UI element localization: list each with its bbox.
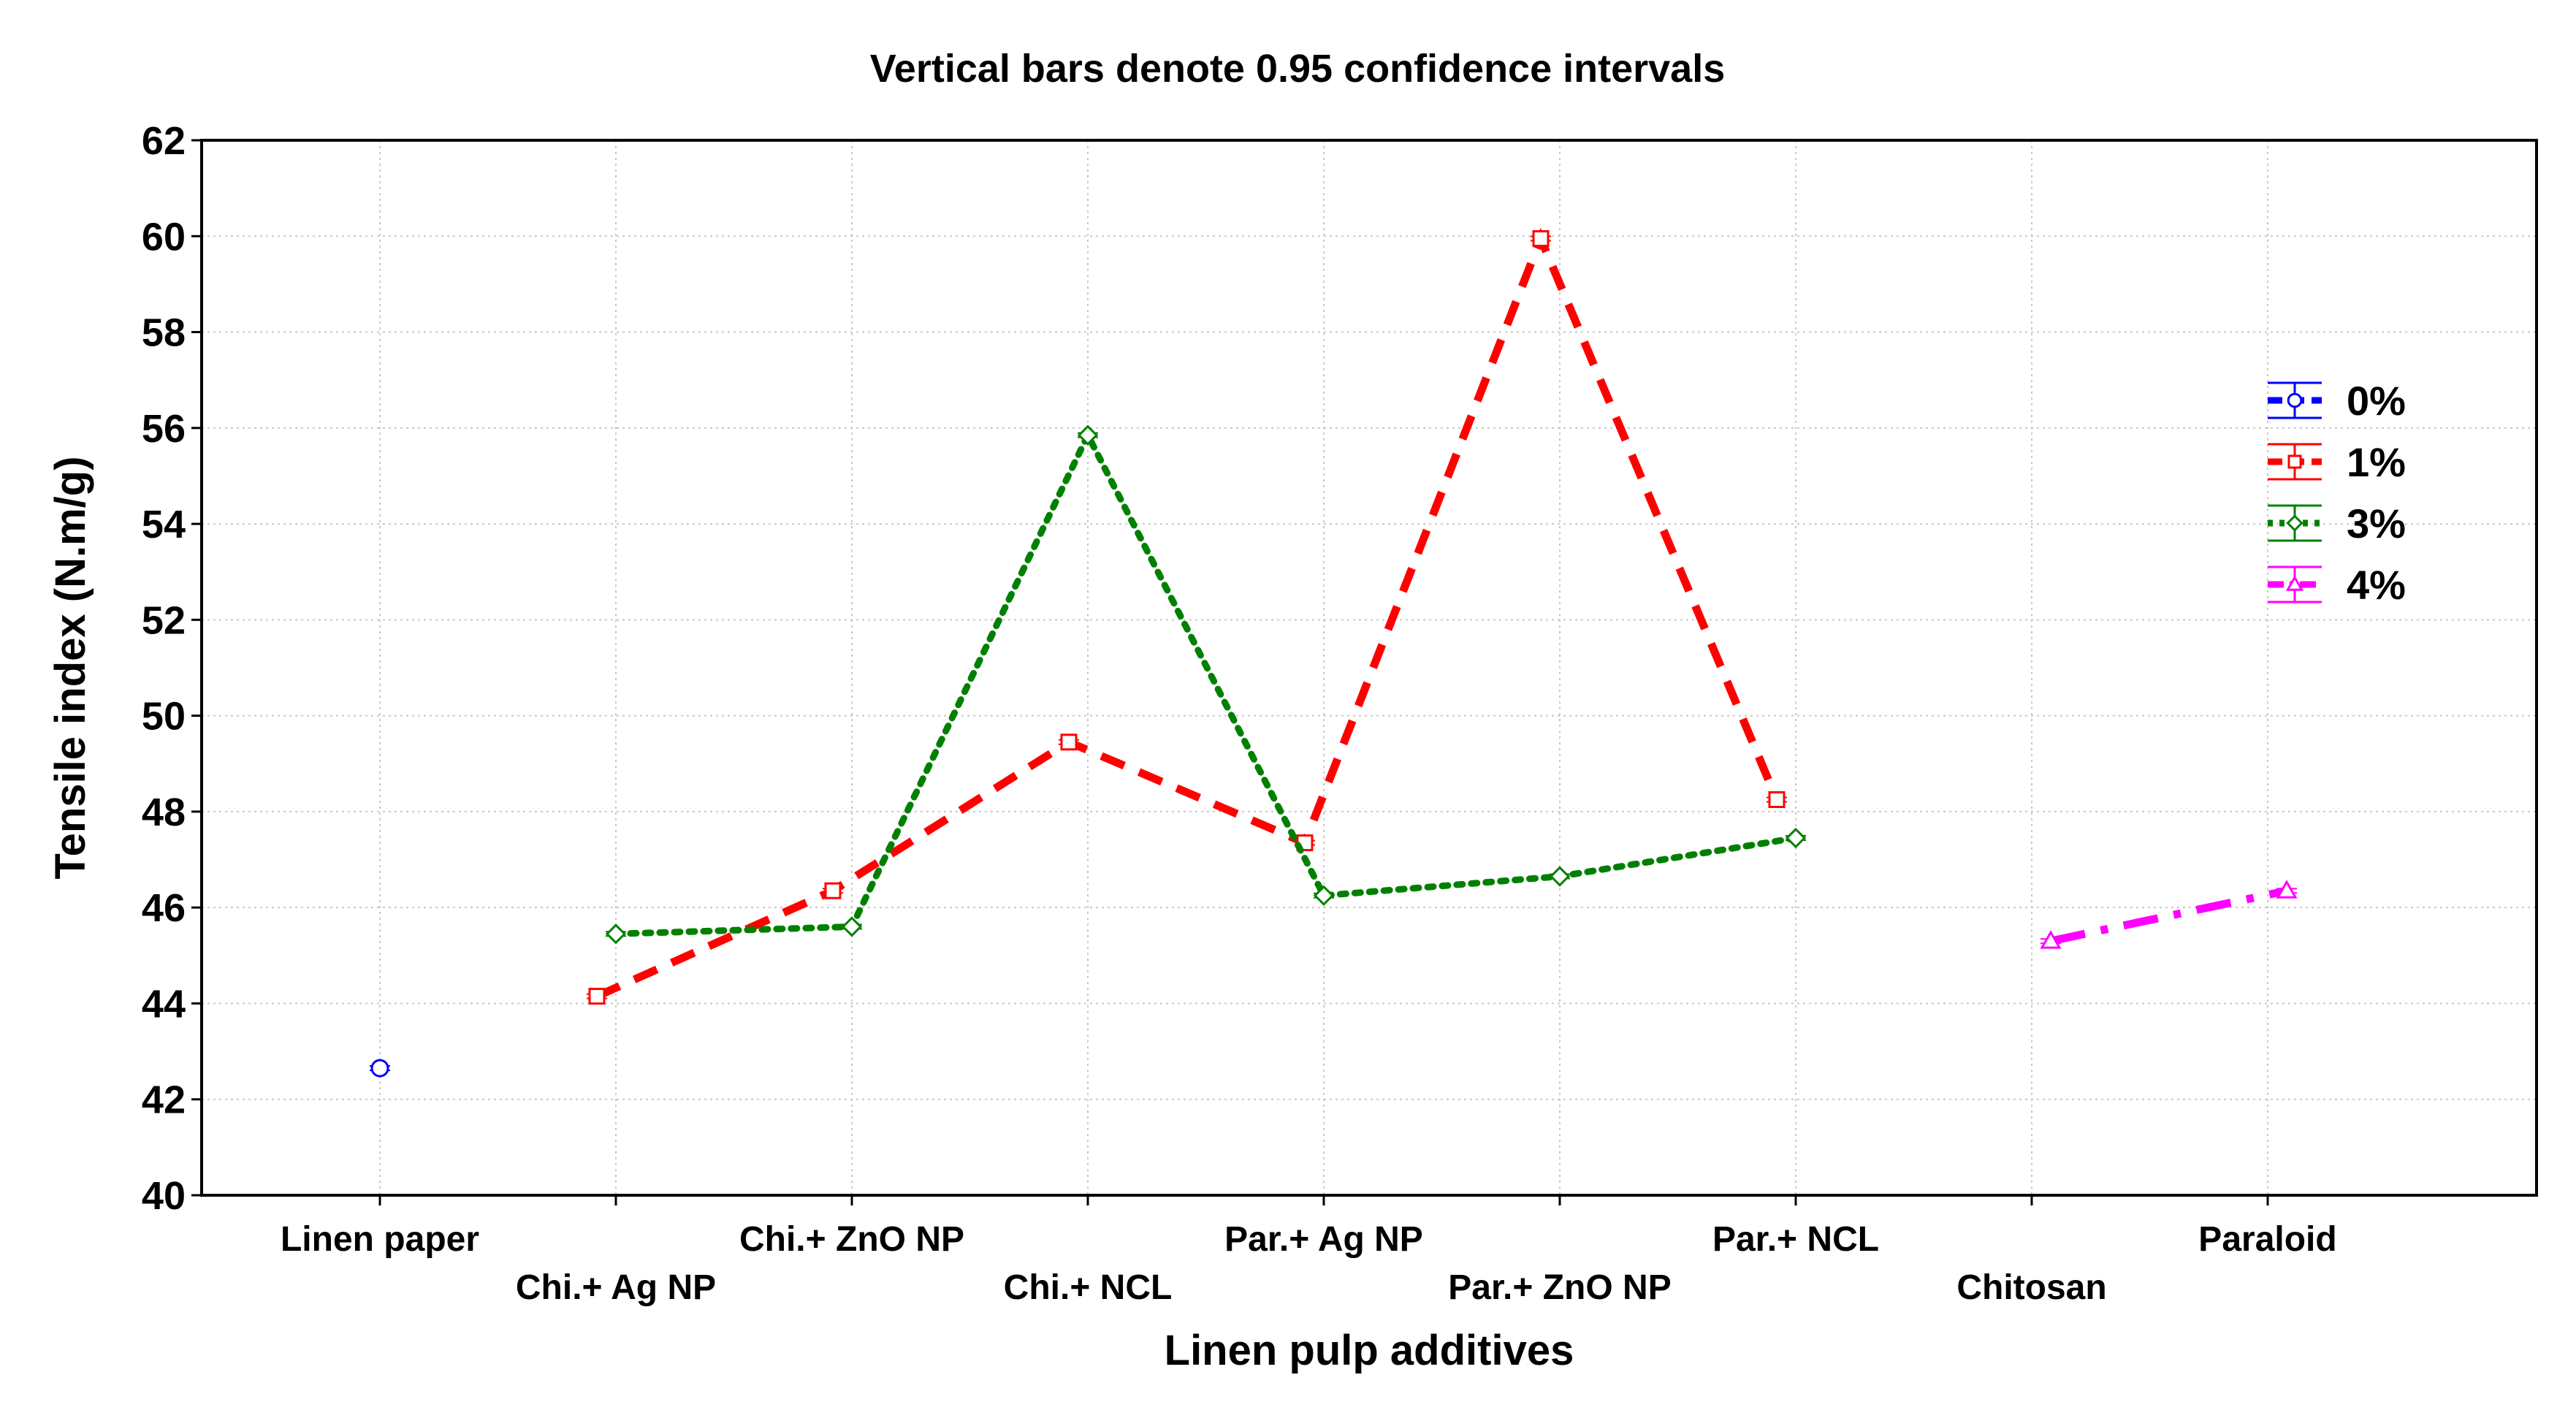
data-point: [605, 923, 627, 945]
data-point: [1532, 230, 1550, 248]
y-tick-label: 58: [142, 311, 186, 355]
data-point: [2276, 880, 2298, 899]
series-3-percent: [605, 424, 1807, 945]
x-axis-label: Linen pulp additives: [1165, 1327, 1574, 1374]
plot-frame: [200, 139, 2538, 1197]
series-1-percent: [587, 227, 1787, 1005]
x-tick-label: Paraloid: [2198, 1220, 2336, 1259]
data-point: [588, 988, 606, 1005]
legend: 0% 1% 3% 4%: [2268, 378, 2406, 608]
y-tick-label: 56: [142, 407, 186, 451]
data-point: [824, 882, 842, 899]
y-tick-label: 60: [142, 215, 186, 259]
series-line: [612, 427, 1799, 937]
y-tick-label: 62: [142, 119, 186, 163]
y-tick-label: 44: [142, 982, 186, 1026]
data-point: [1768, 791, 1786, 808]
data-point: [841, 916, 863, 937]
x-tick-label: Chi.+ NCL: [1004, 1268, 1173, 1307]
data-point: [2286, 514, 2303, 532]
x-tick-label: Chitosan: [1956, 1268, 2106, 1307]
grid-lines: [202, 140, 2537, 1195]
series-group: [370, 227, 2298, 1078]
legend-label: 1%: [2347, 439, 2406, 485]
legend-label: 4%: [2347, 562, 2406, 608]
data-point: [370, 1059, 389, 1078]
data-point: [1549, 866, 1571, 887]
y-tick-label: 40: [142, 1174, 186, 1218]
y-tick-label: 52: [142, 598, 186, 642]
y-tick-label: 54: [142, 503, 186, 546]
series-4-percent: [2040, 880, 2298, 949]
axes: 40 42 44 46 48 50 52 54 56 58 60 62 Linen paper Chi.+…: [142, 119, 2337, 1307]
legend-label: 0%: [2347, 378, 2406, 424]
x-tick-label: Par.+ NCL: [1712, 1220, 1879, 1259]
series-0-percent: [370, 1059, 390, 1078]
x-tick-label: Chi.+ ZnO NP: [739, 1220, 964, 1259]
y-tick-label: 46: [142, 886, 186, 930]
data-point: [2040, 930, 2062, 949]
data-point: [2287, 454, 2302, 469]
y-axis-label: Tensile index (N.m/g): [47, 456, 94, 879]
data-point: [1785, 827, 1807, 849]
x-tick-label: Chi.+ Ag NP: [516, 1268, 716, 1307]
data-point: [2287, 392, 2303, 408]
data-point: [1060, 734, 1078, 751]
data-point: [2285, 575, 2304, 591]
series-line: [595, 227, 1781, 1000]
x-tick-label: Linen paper: [281, 1220, 479, 1259]
y-tick-label: 48: [142, 790, 186, 834]
legend-label: 3%: [2347, 500, 2406, 546]
series-line: [2049, 886, 2288, 945]
y-tick-label: 50: [142, 695, 186, 739]
data-point: [1313, 885, 1335, 906]
x-tick-label: Par.+ Ag NP: [1224, 1220, 1423, 1259]
data-point: [1077, 424, 1099, 446]
chart-title: Vertical bars denote 0.95 confidence int…: [870, 47, 1726, 91]
x-tick-label: Par.+ ZnO NP: [1448, 1268, 1671, 1307]
y-tick-label: 42: [142, 1078, 186, 1122]
